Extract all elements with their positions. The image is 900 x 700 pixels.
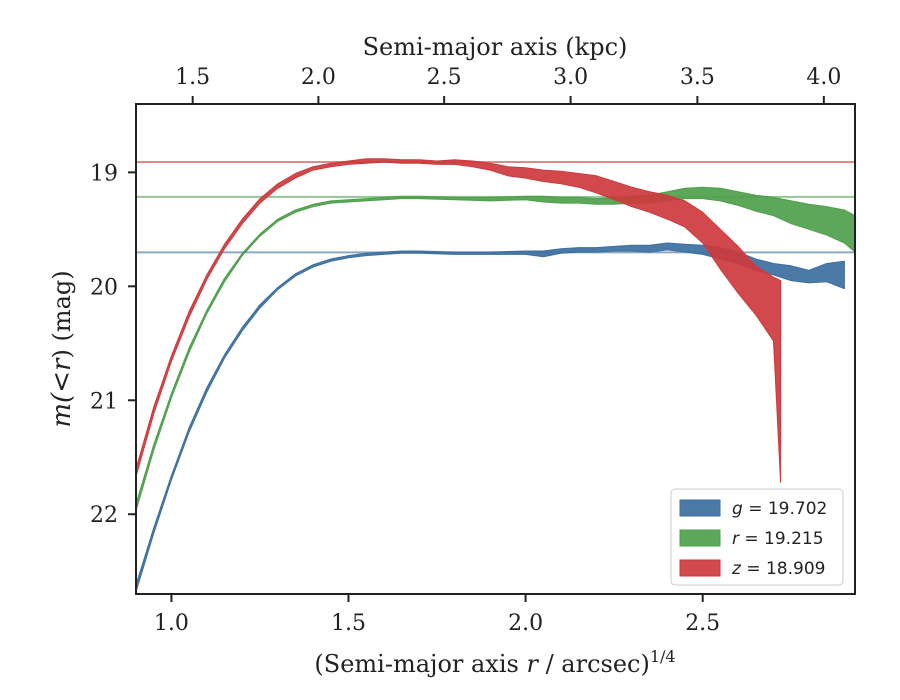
y-axis-ticks: 19 20 21 22 (90, 161, 136, 528)
top-x-axis-ticks: 1.5 2.0 2.5 3.0 3.5 4.0 (175, 65, 841, 104)
legend-label-var: z (731, 559, 742, 579)
legend-label-value: = 19.215 (739, 529, 824, 549)
y-axis-title-m: m( (47, 392, 77, 428)
x-tick-label: 1.0 (154, 611, 189, 636)
top-x-axis-title: Semi-major axis (kpc) (363, 33, 628, 61)
y-axis-title: m(<r) (mag) (47, 270, 77, 427)
legend-swatch-r (679, 529, 721, 547)
top-x-tick-label: 2.0 (301, 65, 336, 90)
band-r (136, 186, 855, 512)
legend-label-var: g (732, 499, 743, 519)
plot-area (136, 158, 855, 593)
y-axis-title-rest: ) (mag) (48, 270, 76, 358)
y-tick-label: 20 (90, 275, 118, 300)
axes-frame (135, 103, 856, 595)
x-axis-title-var: r (526, 650, 539, 678)
y-axis-title-lt: < (47, 371, 77, 393)
y-tick-label: 21 (90, 389, 118, 414)
legend-label-z: z = 18.909 (731, 559, 825, 579)
x-axis-title: (Semi-major axis r / arcsec)1/4 (314, 647, 675, 678)
x-axis-title-sup: 1/4 (650, 647, 676, 666)
legend-label-value: = 19.702 (743, 499, 828, 519)
top-x-tick-label: 1.5 (175, 65, 210, 90)
x-tick-label: 1.5 (331, 611, 366, 636)
x-axis-title-part1: (Semi-major axis (314, 650, 526, 678)
band-z (136, 158, 782, 483)
legend-label-g: g = 19.702 (732, 499, 827, 519)
top-x-tick-label: 2.5 (427, 65, 462, 90)
top-x-tick-label: 4.0 (806, 65, 841, 90)
x-axis-title-part2: / arcsec) (538, 650, 650, 678)
band-g (136, 242, 845, 593)
x-tick-label: 2.0 (508, 611, 543, 636)
legend-label-value: = 18.909 (741, 559, 826, 579)
y-tick-label: 19 (90, 161, 118, 186)
y-axis-title-var: r (47, 357, 77, 371)
top-x-tick-label: 3.5 (680, 65, 715, 90)
legend-label-r: r = 19.215 (732, 529, 824, 549)
x-tick-label: 2.5 (685, 611, 720, 636)
y-tick-label: 22 (90, 503, 118, 528)
legend-swatch-g (679, 499, 721, 517)
legend-label-var: r (732, 529, 740, 549)
x-axis-ticks: 1.0 1.5 2.0 2.5 (154, 594, 720, 636)
top-x-tick-label: 3.0 (553, 65, 588, 90)
legend-swatch-z (679, 559, 721, 577)
